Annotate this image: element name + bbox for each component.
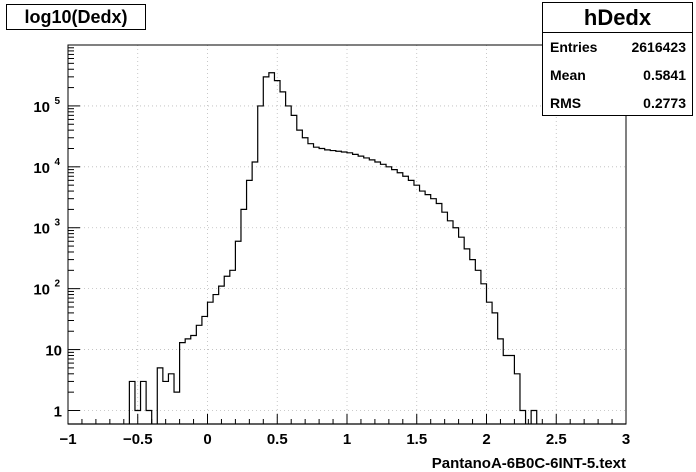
y-tick-exponent: 4 (54, 157, 60, 168)
x-tick-label: 0 (203, 431, 211, 448)
y-tick-label: 10 (45, 343, 62, 360)
y-tick-label: 1 (54, 403, 62, 420)
stats-label: RMS (550, 95, 582, 111)
x-axis-ticks: −1 −0.5 0 0.5 1 1.5 2 2.5 3 (59, 414, 630, 448)
x-tick-label: 2.5 (546, 431, 567, 448)
y-tick-exponent: 5 (54, 96, 60, 107)
x-tick-label: −1 (59, 431, 76, 448)
x-axis-label: PantanoA-6B0C-6INT-5.text (432, 455, 626, 472)
x-tick-label: −0.5 (123, 431, 153, 448)
y-tick-exponent: 2 (54, 279, 60, 290)
x-tick-label: 1.5 (406, 431, 427, 448)
y-tick-exponent: 3 (54, 218, 60, 229)
histogram-outline (68, 72, 626, 425)
stats-row-mean: Mean 0.5841 (543, 61, 692, 89)
stats-value: 2616423 (631, 39, 686, 55)
histogram-title: log10(Dedx) (6, 4, 146, 30)
x-tick-label: 3 (622, 431, 630, 448)
y-axis-ticks: 1 10 10 2 10 3 10 4 10 5 (33, 47, 80, 420)
stats-histogram-name: hDedx (543, 3, 692, 33)
x-tick-label: 2 (482, 431, 490, 448)
x-tick-label: 1 (343, 431, 351, 448)
y-tick-label: 10 (33, 99, 50, 116)
stats-box: hDedx Entries 2616423 Mean 0.5841 RMS 0.… (542, 2, 693, 116)
stats-value: 0.5841 (643, 67, 686, 83)
stats-row-rms: RMS 0.2773 (543, 89, 692, 117)
stats-value: 0.2773 (643, 95, 686, 111)
y-tick-label: 10 (33, 282, 50, 299)
x-tick-label: 0.5 (267, 431, 288, 448)
stats-row-entries: Entries 2616423 (543, 33, 692, 61)
stats-label: Entries (550, 39, 598, 55)
y-tick-label: 10 (33, 160, 50, 177)
y-tick-label: 10 (33, 221, 50, 238)
stats-label: Mean (550, 67, 586, 83)
